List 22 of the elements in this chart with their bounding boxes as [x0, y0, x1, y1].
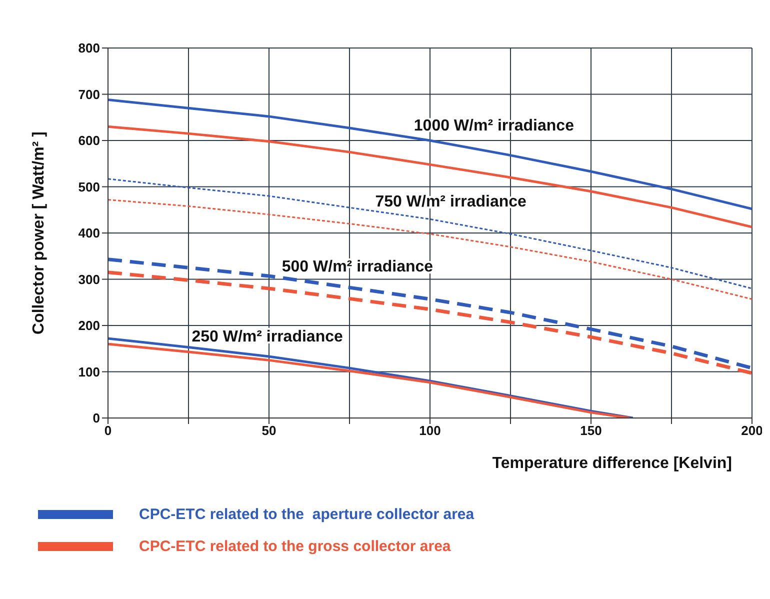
y-tick-label: 800	[78, 40, 100, 56]
legend-label: CPC-ETC related to the aperture collector area	[139, 506, 474, 522]
x-tick-label: 150	[580, 423, 602, 438]
legend-label: CPC-ETC related to the gross collector area	[139, 538, 451, 554]
x-tick-label: 100	[419, 423, 441, 438]
y-tick-label: 300	[78, 272, 100, 287]
x-tick-label: 50	[262, 423, 276, 438]
x-tick-label: 0	[104, 423, 112, 438]
line-series	[108, 258, 752, 370]
x-tick-label: 200	[741, 423, 763, 438]
y-tick-label: 0	[92, 410, 100, 426]
y-tick-label: 100	[78, 364, 100, 380]
y-axis-title: Collector power [ Watt/m² ]	[30, 132, 48, 334]
y-tick-label: 600	[78, 133, 100, 148]
line-series	[108, 98, 752, 210]
y-tick-label: 700	[78, 86, 100, 102]
y-tick-label: 400	[78, 226, 100, 241]
y-tick-label: 200	[78, 318, 100, 334]
y-tick-label: 500	[78, 179, 100, 194]
line-series	[108, 178, 752, 290]
x-axis-title: Temperature difference [Kelvin]	[492, 455, 732, 472]
line-series	[108, 270, 752, 375]
